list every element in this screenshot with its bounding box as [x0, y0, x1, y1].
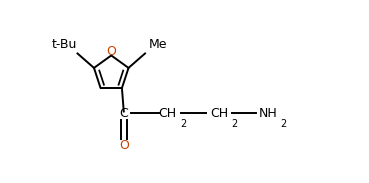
Text: C: C — [120, 107, 128, 120]
Text: CH: CH — [159, 107, 177, 120]
Text: O: O — [106, 45, 116, 58]
Text: 2: 2 — [231, 119, 238, 129]
Text: t-Bu: t-Bu — [52, 38, 77, 51]
Text: NH: NH — [259, 107, 278, 120]
Text: 2: 2 — [281, 119, 287, 129]
Text: Me: Me — [149, 38, 167, 51]
Text: O: O — [119, 139, 129, 152]
Text: CH: CH — [210, 107, 228, 120]
Text: 2: 2 — [180, 119, 186, 129]
